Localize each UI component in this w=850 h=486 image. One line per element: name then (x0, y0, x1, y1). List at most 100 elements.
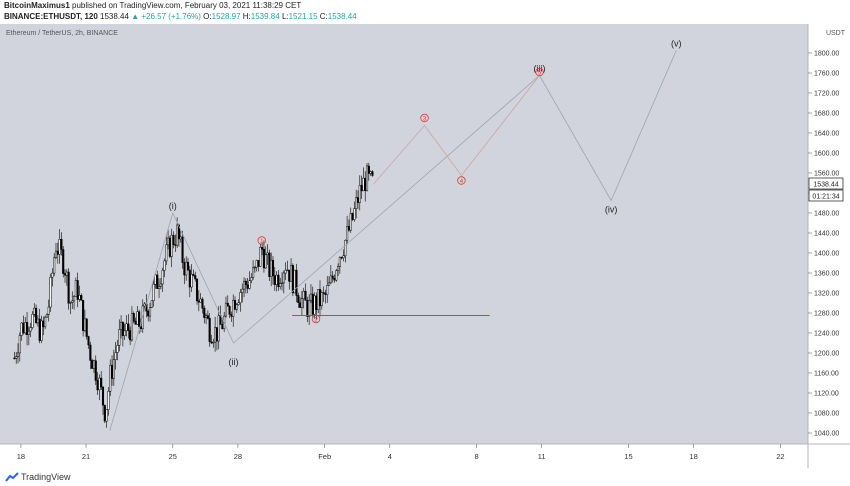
candle-body (78, 295, 81, 300)
candle-body (22, 322, 25, 334)
candle-body (152, 284, 155, 301)
subwave-marker (457, 176, 466, 185)
candle-body (170, 234, 173, 257)
candle-body (315, 295, 318, 310)
candle-body (125, 323, 128, 332)
candle-body (261, 247, 264, 250)
candle-body (127, 323, 130, 331)
candle-body (308, 300, 311, 317)
candle-body (266, 252, 269, 255)
candle-body (275, 274, 278, 285)
candle-body (40, 320, 43, 341)
candle-body (63, 273, 67, 276)
candle-body (360, 184, 363, 192)
candle-body (51, 272, 54, 278)
price-tick-label: 1280.00 (814, 311, 839, 318)
candle-body (346, 226, 349, 241)
last-price: 1538.44 (100, 12, 129, 21)
ohlc-low-label: L: (281, 12, 289, 21)
candle-body (201, 298, 204, 309)
currency-label: USDT (826, 30, 846, 37)
candle-body (195, 278, 199, 302)
candle-body (85, 318, 88, 337)
candle-body (242, 280, 246, 290)
candle-body (54, 250, 58, 258)
candle-body (186, 261, 190, 271)
tradingview-brand[interactable]: TradingView (21, 472, 71, 482)
candle-body (237, 302, 240, 305)
candle-body (67, 271, 70, 304)
candle-body (158, 286, 161, 289)
time-tick-label: 22 (776, 452, 784, 461)
candle-body (313, 295, 316, 315)
candle-body (205, 315, 208, 318)
candle-body (232, 299, 235, 317)
price-tick-label: 1720.00 (814, 91, 839, 98)
candle-body (176, 224, 179, 246)
candle-body (355, 197, 358, 209)
time-tick-label: 28 (234, 452, 242, 461)
candle-body (304, 290, 307, 301)
candle-body (15, 356, 18, 359)
candle-body (179, 236, 182, 240)
chart-title: Ethereum / TetherUS, 2h, BINANCE (6, 30, 118, 37)
candle-body (224, 302, 228, 317)
time-axis[interactable] (0, 444, 808, 468)
footer-bar: TradingView (0, 468, 850, 486)
candle-body (327, 282, 331, 286)
price-axis[interactable] (808, 24, 850, 444)
candle-body (45, 314, 48, 318)
candle-body (353, 208, 356, 220)
candle-body (132, 313, 135, 322)
candle-body (24, 322, 27, 334)
candle-body (290, 265, 293, 282)
wave-degree-1-path (109, 50, 677, 431)
candle-body (326, 285, 329, 295)
price-change: ▲ +26.57 (+1.76%) (131, 12, 201, 21)
candle-body (109, 364, 112, 392)
price-tick-label: 1240.00 (814, 331, 839, 338)
plot-area[interactable] (0, 24, 808, 444)
time-tick-label: 18 (17, 452, 25, 461)
candle-body (288, 269, 291, 282)
symbol-name: BINANCE:ETHUSDT, 120 (4, 12, 98, 21)
candle-body (58, 239, 61, 255)
candle-body (71, 300, 74, 303)
wave-degree-2-path (373, 75, 540, 185)
candle-body (271, 259, 275, 277)
candle-body (192, 274, 195, 276)
candle-body (156, 274, 159, 289)
publisher-name[interactable]: BitcoinMaximus1 (4, 1, 70, 10)
ohlc-open-value: 1528.97 (211, 12, 241, 21)
candle-body (27, 330, 30, 335)
time-tick-label: 15 (624, 452, 632, 461)
price-tick-label: 1200.00 (814, 351, 839, 358)
candle-body (212, 341, 215, 344)
subwave-label: 2 (314, 317, 318, 323)
last-price-badge (808, 177, 844, 190)
candle-body (241, 288, 244, 293)
candle-body (100, 377, 103, 388)
candle-body (329, 275, 332, 284)
candle-body (172, 234, 175, 245)
candle-body (103, 404, 106, 422)
candle-body (295, 269, 298, 296)
candle-body (284, 269, 287, 274)
candle-body (270, 259, 273, 277)
candle-body (300, 298, 303, 308)
price-tick-label: 1800.00 (814, 51, 839, 58)
candle-body (342, 255, 345, 258)
subwave-label: 5 (538, 70, 542, 76)
publisher-line: BitcoinMaximus1 published on TradingView… (4, 1, 301, 10)
time-tick-label: 11 (538, 452, 546, 461)
candle-body (25, 322, 29, 335)
candle-body (143, 303, 146, 307)
candle-body (53, 257, 56, 274)
candle-body (69, 302, 72, 304)
candle-body (356, 197, 360, 203)
candle-body (168, 237, 171, 257)
candle-body (62, 249, 65, 274)
subwave-marker (535, 67, 544, 77)
time-tick-label: Feb (318, 452, 331, 461)
